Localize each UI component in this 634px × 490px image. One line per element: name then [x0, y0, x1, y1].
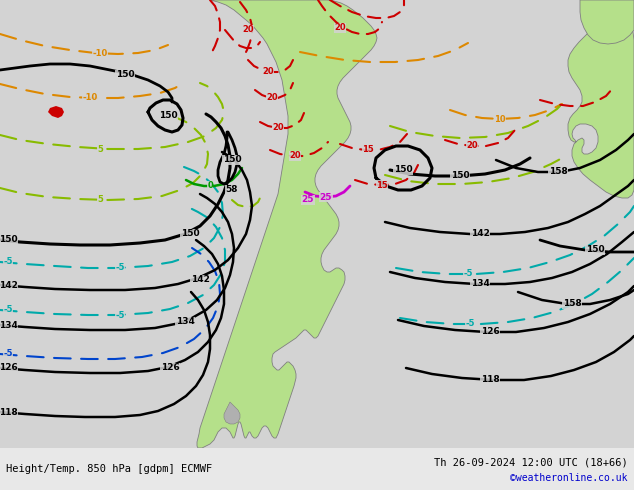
Text: 20: 20: [262, 68, 274, 76]
Text: -5: -5: [3, 349, 13, 359]
Text: 150: 150: [223, 155, 242, 165]
Polygon shape: [48, 106, 64, 118]
Text: 134: 134: [176, 318, 195, 326]
Text: 134: 134: [0, 320, 18, 329]
Text: -10: -10: [82, 94, 98, 102]
Text: 150: 150: [158, 112, 178, 121]
Text: 126: 126: [481, 327, 500, 337]
Polygon shape: [580, 0, 634, 44]
Text: -5: -5: [3, 258, 13, 267]
Text: -5: -5: [465, 319, 475, 328]
Text: 25: 25: [320, 193, 332, 201]
Text: -5: -5: [463, 270, 473, 278]
Text: -5: -5: [115, 264, 125, 272]
Text: 126: 126: [160, 364, 179, 372]
Text: 150: 150: [115, 71, 134, 79]
Text: 118: 118: [481, 375, 500, 385]
Polygon shape: [568, 0, 634, 198]
Text: 10: 10: [494, 115, 506, 123]
Text: 150: 150: [451, 172, 469, 180]
Text: 158: 158: [548, 168, 567, 176]
Text: 15: 15: [362, 146, 374, 154]
Text: 142: 142: [0, 280, 18, 290]
Text: Th 26-09-2024 12:00 UTC (18+66): Th 26-09-2024 12:00 UTC (18+66): [434, 457, 628, 467]
Text: 20: 20: [266, 94, 278, 102]
Polygon shape: [197, 0, 377, 448]
Text: -5: -5: [115, 311, 125, 319]
Text: ©weatheronline.co.uk: ©weatheronline.co.uk: [510, 473, 628, 483]
Text: 118: 118: [0, 408, 17, 416]
Text: 0: 0: [207, 181, 213, 191]
Text: 126: 126: [0, 364, 17, 372]
Text: 142: 142: [470, 229, 489, 239]
Text: 5: 5: [97, 145, 103, 153]
Text: 150: 150: [394, 166, 412, 174]
Text: 150: 150: [181, 229, 199, 239]
Text: -10: -10: [93, 49, 108, 58]
Text: 20: 20: [466, 142, 478, 150]
Text: Height/Temp. 850 hPa [gdpm] ECMWF: Height/Temp. 850 hPa [gdpm] ECMWF: [6, 464, 212, 474]
Text: 134: 134: [470, 278, 489, 288]
Text: -5: -5: [3, 305, 13, 315]
Text: 20: 20: [289, 151, 301, 161]
Text: 20: 20: [242, 25, 254, 34]
Text: 20: 20: [334, 24, 346, 32]
Text: 5: 5: [97, 196, 103, 204]
Text: 20: 20: [272, 123, 284, 132]
Text: 158: 158: [562, 299, 581, 309]
Text: 150: 150: [586, 245, 604, 254]
Text: 150: 150: [0, 236, 17, 245]
Bar: [0, 448, 634, 490]
Text: 25: 25: [302, 196, 314, 204]
Text: 15: 15: [376, 180, 388, 190]
Text: 142: 142: [191, 275, 209, 285]
Polygon shape: [224, 402, 240, 424]
Text: 58: 58: [226, 186, 238, 195]
